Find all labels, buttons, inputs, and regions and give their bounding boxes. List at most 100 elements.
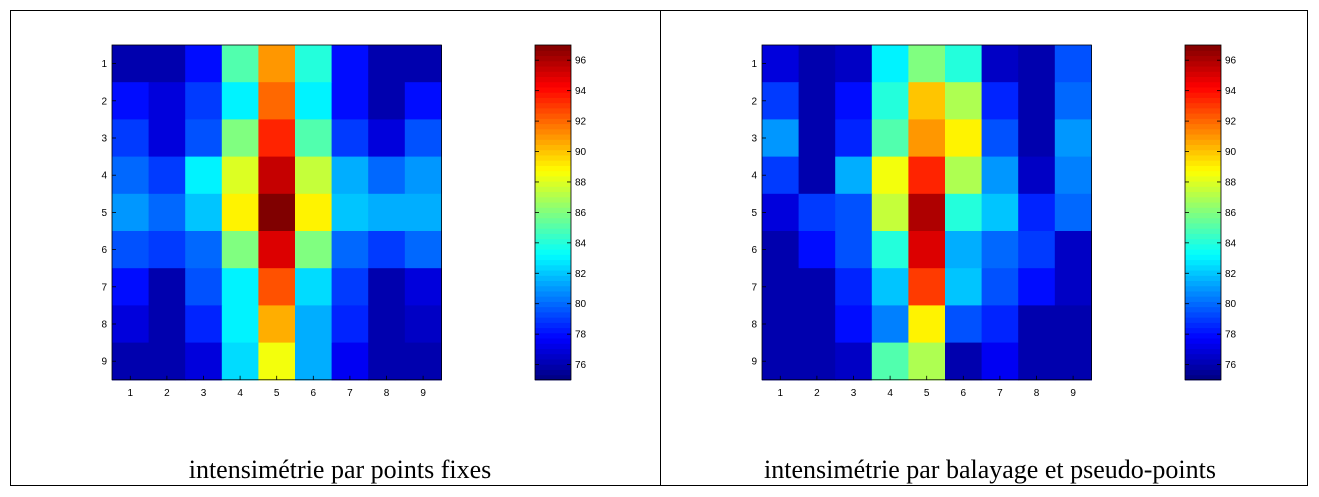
colorbar-segment [1185, 322, 1221, 329]
colorbar-segment [535, 207, 571, 213]
colorbar-segment [535, 160, 571, 166]
heatmap-cell [981, 156, 1019, 195]
heatmap-cell [945, 193, 983, 232]
heatmap-cell [295, 305, 333, 344]
heatmap-cell [221, 342, 259, 381]
heatmap-cell [908, 119, 946, 158]
heatmap-cell [331, 268, 369, 306]
colorbar [1185, 45, 1221, 381]
heatmap-cell [404, 45, 442, 83]
heatmap-cell [835, 82, 873, 120]
heatmap-cell [835, 305, 873, 344]
y-tick-label: 4 [101, 171, 107, 182]
heatmap-cell [368, 305, 406, 344]
heatmap-cell [981, 268, 1019, 306]
colorbar-tick-label: 94 [575, 86, 587, 97]
colorbar-tick-label: 88 [575, 177, 587, 188]
heatmap-cell [112, 119, 150, 158]
heatmap-cell [1018, 305, 1056, 344]
heatmap-cell [1018, 268, 1056, 306]
heatmap-cell [221, 193, 259, 232]
heatmap-cell [1054, 342, 1092, 381]
y-tick-label: 3 [751, 134, 757, 145]
colorbar-segment [1185, 123, 1221, 130]
heatmap-cell [112, 231, 150, 269]
colorbar-segment [535, 71, 571, 77]
heatmap-cell [112, 45, 150, 83]
x-tick-label: 6 [961, 388, 967, 399]
heatmap-cell [185, 193, 223, 232]
colorbar-segment [535, 201, 571, 208]
colorbar-segment [535, 86, 571, 93]
heatmap-cell [762, 342, 800, 381]
colorbar-tick-label: 76 [575, 360, 587, 371]
heatmap-cell [981, 342, 1019, 381]
heatmap-cell [762, 305, 800, 344]
heatmap-cell [112, 156, 150, 195]
heatmap-cell [221, 305, 259, 344]
heatmap-cell [404, 268, 442, 306]
colorbar-segment [535, 264, 571, 271]
colorbar-segment [1185, 160, 1221, 166]
colorbar-segment [1185, 133, 1221, 140]
heatmap-cell [762, 156, 800, 195]
heatmap-cell [908, 268, 946, 306]
heatmap-cell [295, 268, 333, 306]
heatmap-cell [368, 45, 406, 83]
heatmap-cell [295, 82, 333, 120]
heatmap-cell [331, 156, 369, 195]
colorbar-tick-label: 90 [575, 147, 587, 158]
colorbar-segment [535, 332, 571, 339]
colorbar [535, 45, 571, 381]
heatmap-cell [798, 342, 836, 381]
heatmap-cell [762, 231, 800, 269]
x-tick-label: 2 [164, 388, 170, 399]
colorbar-segment [535, 337, 571, 344]
heatmap-cell [258, 231, 296, 269]
y-tick-label: 4 [751, 171, 757, 182]
x-tick-label: 9 [420, 388, 426, 399]
colorbar-segment [535, 348, 571, 355]
colorbar-segment [1185, 264, 1221, 271]
heatmap-cell [295, 45, 333, 83]
colorbar-tick-label: 96 [575, 56, 587, 67]
heatmap-cell [945, 231, 983, 269]
y-tick-label: 7 [101, 282, 107, 293]
colorbar-segment [535, 154, 571, 161]
colorbar-segment [1185, 71, 1221, 77]
heatmap-cell [1018, 342, 1056, 381]
x-tick-label: 3 [201, 388, 207, 399]
colorbar-segment [535, 113, 571, 119]
y-tick-label: 6 [751, 245, 757, 256]
heatmap-cell [112, 342, 150, 381]
heatmap-cell [112, 268, 150, 306]
colorbar-segment [1185, 97, 1221, 104]
heatmap-cell [835, 231, 873, 269]
colorbar-tick-label: 84 [575, 238, 587, 249]
colorbar-segment [535, 358, 571, 365]
heatmap-cell [1018, 156, 1056, 195]
heatmap-cell [258, 193, 296, 232]
heatmap-cell [368, 156, 406, 195]
heatmap-cell [871, 231, 909, 269]
heatmap-cell [871, 342, 909, 381]
colorbar-tick-label: 96 [1225, 56, 1237, 67]
colorbar-segment [1185, 144, 1221, 151]
colorbar-segment [535, 222, 571, 229]
colorbar-segment [535, 243, 571, 250]
colorbar-segment [1185, 45, 1221, 51]
colorbar-segment [535, 191, 571, 198]
heatmap-cell [871, 119, 909, 158]
heatmap-cells [112, 45, 442, 381]
heatmap-cell [148, 193, 186, 232]
colorbar-segment [1185, 50, 1221, 57]
x-tick-label: 5 [274, 388, 280, 399]
heatmap-cell [835, 193, 873, 232]
colorbar-segment [1185, 55, 1221, 62]
colorbar-segment [1185, 238, 1221, 245]
heatmap-cell [258, 156, 296, 195]
colorbar-segment [1185, 170, 1221, 177]
colorbar-segment [1185, 222, 1221, 229]
heatmap-cell [945, 156, 983, 195]
heatmap-cell [871, 82, 909, 120]
